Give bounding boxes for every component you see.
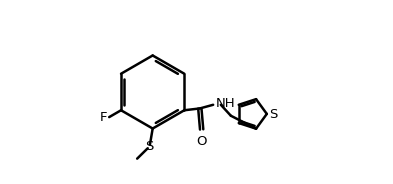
Text: O: O bbox=[196, 135, 207, 148]
Text: S: S bbox=[270, 108, 278, 121]
Text: F: F bbox=[100, 111, 108, 124]
Text: NH: NH bbox=[215, 97, 235, 110]
Text: S: S bbox=[145, 140, 153, 153]
